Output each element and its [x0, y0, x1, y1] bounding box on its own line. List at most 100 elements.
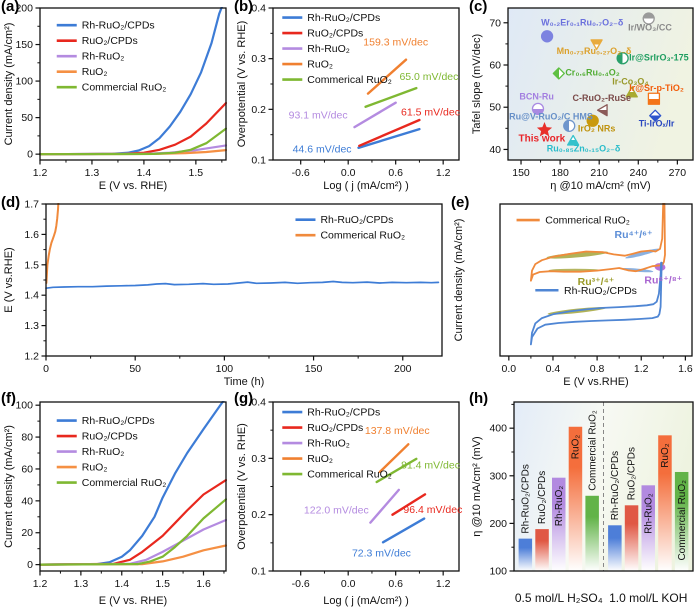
svg-text:1.3: 1.3: [74, 578, 89, 590]
svg-text:This work: This work: [519, 133, 566, 144]
svg-text:1.4: 1.4: [114, 578, 129, 590]
svg-text:1.6: 1.6: [678, 363, 693, 375]
svg-text:1.5: 1.5: [24, 259, 39, 271]
svg-text:200: 200: [489, 518, 507, 530]
svg-text:Rh-RuO₂: Rh-RuO₂: [307, 43, 350, 55]
svg-text:RuO₂/CPDs: RuO₂/CPDs: [307, 28, 363, 40]
panel-b: (b) -0.6 0.0 0.6 1.2 0.1 0.2 0.3 0.4 Log ( j (mA…: [233, 0, 468, 196]
svg-text:1.6: 1.6: [196, 578, 211, 590]
svg-text:60: 60: [489, 60, 501, 72]
svg-text:-0.6: -0.6: [292, 578, 310, 590]
svg-text:RuO₂/CPDs: RuO₂/CPDs: [307, 422, 363, 434]
svg-text:Rh-RuO₂: Rh-RuO₂: [82, 446, 125, 458]
svg-text:0.4: 0.4: [251, 3, 266, 15]
svg-text:Rh-RuO₂/CPDs: Rh-RuO₂/CPDs: [307, 12, 380, 24]
chart-b-tafel-acid: -0.6 0.0 0.6 1.2 0.1 0.2 0.3 0.4 Log ( j (mA/cm²…: [236, 3, 460, 193]
svg-text:Commercial RuO₂: Commercial RuO₂: [677, 480, 688, 561]
svg-text:Tafel slope (mV/dec): Tafel slope (mV/dec): [471, 34, 483, 134]
svg-text:Rh-RuO₂/CPDs: Rh-RuO₂/CPDs: [82, 20, 155, 32]
svg-text:Rh-RuO₂: Rh-RuO₂: [554, 486, 565, 527]
svg-text:150: 150: [512, 167, 530, 179]
svg-text:1.2: 1.2: [33, 578, 48, 590]
svg-text:0.5 mol/L H₂SO₄: 0.5 mol/L H₂SO₄: [515, 591, 603, 605]
svg-text:RuO₂/CPDs: RuO₂/CPDs: [627, 447, 638, 500]
svg-text:61.5 mV/dec: 61.5 mV/dec: [401, 106, 460, 118]
svg-text:Ir@SrIrO₃-175: Ir@SrIrO₃-175: [629, 52, 688, 62]
svg-text:1.5: 1.5: [189, 167, 204, 179]
panel-c-tag: (c): [469, 0, 488, 15]
svg-text:0.4: 0.4: [251, 397, 266, 409]
svg-text:RuO₂: RuO₂: [307, 453, 333, 465]
svg-text:0.6: 0.6: [388, 578, 403, 590]
svg-text:1.2: 1.2: [436, 578, 451, 590]
svg-text:65.0 mV/dec: 65.0 mV/dec: [399, 71, 458, 83]
svg-text:0.1: 0.1: [251, 155, 266, 167]
svg-text:Log ( j (mA/cm²) ): Log ( j (mA/cm²) ): [323, 595, 409, 607]
svg-text:1.2: 1.2: [33, 167, 48, 179]
svg-text:Ru⁶⁺/⁸⁺: Ru⁶⁺/⁸⁺: [644, 275, 682, 287]
svg-text:40: 40: [21, 495, 33, 507]
panel-f-tag: (f): [1, 390, 16, 407]
svg-text:Rh-RuO₂/CPDs: Rh-RuO₂/CPDs: [521, 464, 532, 533]
svg-text:96.4 mV/dec: 96.4 mV/dec: [403, 504, 462, 516]
svg-text:270: 270: [669, 167, 687, 179]
svg-text:Rh-RuO₂: Rh-RuO₂: [307, 438, 350, 450]
svg-text:Commerical RuO₂: Commerical RuO₂: [307, 469, 392, 481]
svg-text:150: 150: [15, 39, 33, 51]
svg-text:RuO₂: RuO₂: [660, 443, 671, 468]
svg-text:60: 60: [21, 463, 33, 475]
svg-text:C-RuO₂-RuSe: C-RuO₂-RuSe: [573, 93, 632, 103]
svg-text:100: 100: [216, 363, 234, 375]
svg-text:72.3 mV/dec: 72.3 mV/dec: [352, 547, 411, 559]
svg-text:93.1 mV/dec: 93.1 mV/dec: [289, 109, 348, 121]
svg-text:0.4: 0.4: [546, 363, 561, 375]
svg-text:Rh-RuO₂/CPDs: Rh-RuO₂/CPDs: [610, 451, 621, 520]
chart-h-overpotential-bars: Rh-RuO₂/CPDs RuO₂/CPDs Rh-RuO₂ RuO₂ Commerci…: [471, 401, 694, 605]
svg-text:Rh-RuO₂: Rh-RuO₂: [643, 493, 654, 534]
panel-h-tag: (h): [469, 390, 489, 407]
svg-text:0.6: 0.6: [388, 167, 403, 179]
svg-text:44.6 mV/dec: 44.6 mV/dec: [293, 143, 352, 155]
chart-d-stability: 0 50 100 150 200 1.2 1.3 1.4 1.5 1.6 1.7 Time (h) E …: [3, 199, 443, 388]
chart-e-cv-curves: 0.0 0.4 0.8 1.2 1.6 E (V vs.RHE) Current densi…: [453, 203, 693, 388]
svg-text:Current density (mA/cm²): Current density (mA/cm²): [3, 23, 15, 146]
svg-text:0.8: 0.8: [590, 363, 605, 375]
chart-c-catalyst-comparison-scatter: 150 180 210 240 270 40 50 60 70 η @10 mA/cm² (mV)…: [471, 7, 694, 192]
svg-text:0.0: 0.0: [341, 167, 356, 179]
svg-text:81.4 mV/dec: 81.4 mV/dec: [401, 459, 460, 471]
svg-text:Mn₀.₇₃Ru₀.₂₇O₂₋δ: Mn₀.₇₃Ru₀.₂₇O₂₋δ: [557, 46, 632, 56]
svg-text:200: 200: [15, 3, 33, 15]
svg-text:0.3: 0.3: [251, 453, 266, 465]
svg-text:η @10 mA/cm² (mV): η @10 mA/cm² (mV): [471, 436, 483, 536]
svg-text:Rh-RuO₂/CPDs: Rh-RuO₂/CPDs: [82, 415, 155, 427]
svg-text:Rh-RuO₂/CPDs: Rh-RuO₂/CPDs: [307, 407, 380, 419]
svg-text:Commercial RuO₂: Commercial RuO₂: [82, 82, 167, 94]
svg-text:0.3: 0.3: [251, 53, 266, 65]
svg-text:1.3: 1.3: [24, 320, 39, 332]
svg-text:E (V vs.RHE): E (V vs.RHE): [3, 247, 15, 312]
svg-text:180: 180: [551, 167, 569, 179]
svg-text:1.4: 1.4: [24, 290, 39, 302]
svg-text:Overpotential (V vs. RHE): Overpotential (V vs. RHE): [236, 423, 248, 550]
panel-c: (c) 150 180 210 240 270 40 50 60 70 η @10 mA/cm² …: [468, 0, 700, 196]
svg-text:50: 50: [129, 363, 141, 375]
svg-text:0.0: 0.0: [502, 363, 517, 375]
svg-text:20: 20: [21, 527, 33, 539]
panel-f: (f) 1.2 1.3 1.4 1.5 1.6 0 20 40 60 80 100 E (V vs. …: [0, 390, 233, 611]
svg-text:Ir-Co₃O₄: Ir-Co₃O₄: [612, 76, 648, 86]
svg-text:Ti-IrOₓ/Ir: Ti-IrOₓ/Ir: [639, 119, 675, 129]
panel-h: (h) Rh-RuO₂/CPDs RuO₂/CPDs Rh-RuO₂ RuO₂ Comm…: [468, 390, 700, 611]
svg-text:Commerical RuO₂: Commerical RuO₂: [545, 215, 630, 227]
svg-text:159.3 mV/dec: 159.3 mV/dec: [363, 36, 428, 48]
svg-text:240: 240: [630, 167, 648, 179]
svg-text:1.4: 1.4: [137, 167, 152, 179]
svg-text:Overpotential (V vs. RHE): Overpotential (V vs. RHE): [236, 21, 248, 148]
svg-text:1.5: 1.5: [155, 578, 170, 590]
svg-text:IrO₂ NRs: IrO₂ NRs: [578, 124, 616, 134]
svg-text:Commercial RuO₂: Commercial RuO₂: [82, 477, 167, 489]
panel-d: (d) 0 50 100 150 200 1.2 1.3 1.4 1.5 1.6 1.7 Time (…: [0, 194, 450, 392]
svg-text:0.1: 0.1: [251, 566, 266, 578]
svg-text:Rh-RuO₂/CPDs: Rh-RuO₂/CPDs: [320, 214, 393, 226]
svg-text:0: 0: [27, 559, 33, 571]
panel-g-tag: (g): [234, 390, 254, 407]
